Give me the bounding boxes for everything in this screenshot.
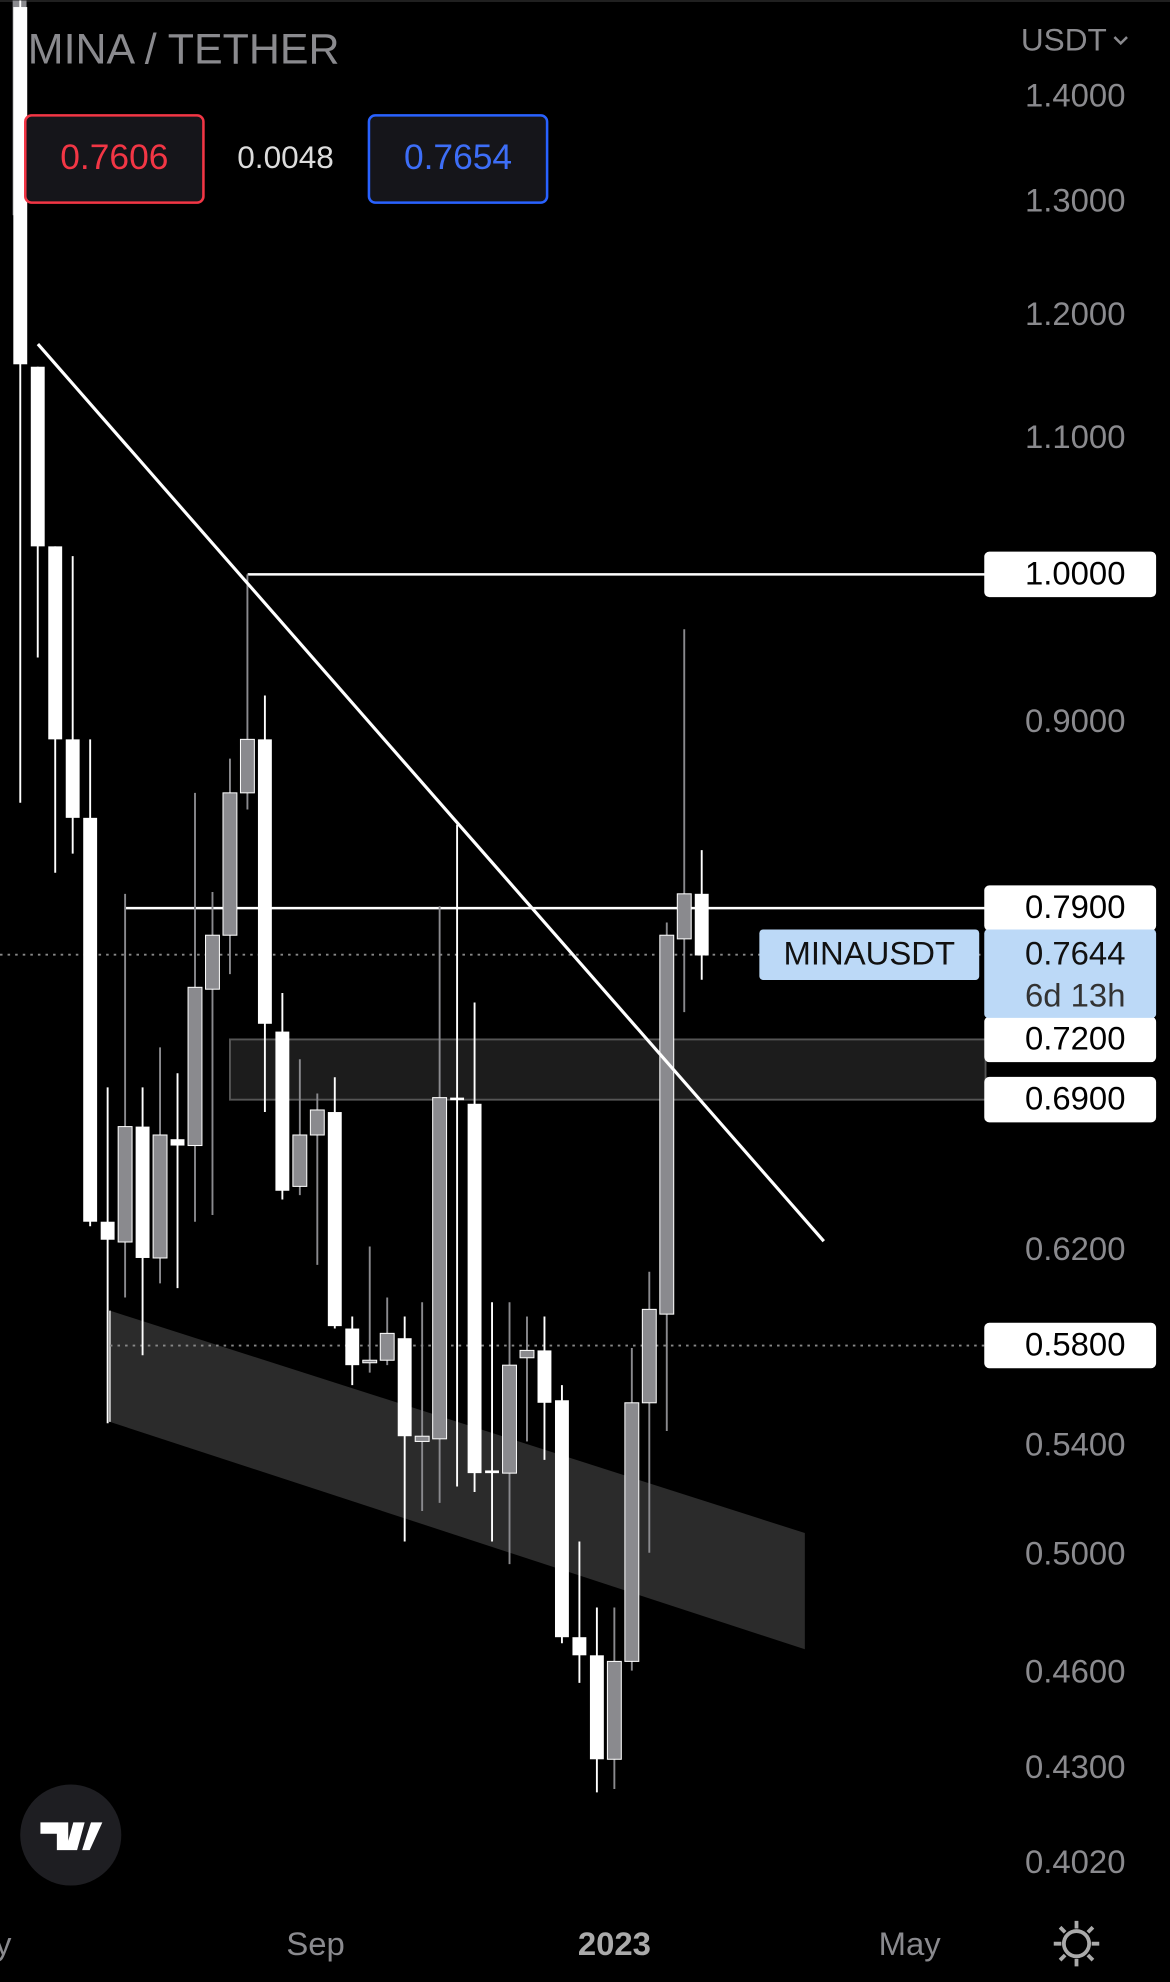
candle-body — [606, 1660, 622, 1760]
candle-body — [345, 1328, 360, 1366]
candle-body — [239, 738, 255, 794]
candle-body — [519, 1349, 535, 1359]
candle-body — [694, 893, 709, 956]
candle-body — [659, 934, 675, 1315]
y-tick-label: 0.6200 — [1025, 1230, 1125, 1267]
candle-body — [100, 1221, 115, 1240]
candle-body — [502, 1364, 517, 1474]
countdown: 6d 13h — [1025, 976, 1125, 1013]
y-tick-label: 1.2000 — [1025, 295, 1125, 332]
level-label: 0.6900 — [1025, 1080, 1125, 1117]
level-label: 0.7200 — [1025, 1019, 1125, 1056]
symbol-box — [759, 929, 980, 980]
currency[interactable]: USDT — [1021, 21, 1107, 57]
candle-body — [362, 1359, 378, 1364]
level-label: 0.5800 — [1025, 1325, 1125, 1362]
level-label-box — [984, 885, 1157, 931]
candle-body — [537, 1350, 552, 1403]
zone — [229, 1038, 987, 1101]
candle-body — [13, 7, 28, 365]
candle-body — [589, 1655, 604, 1760]
x-tick-label: May — [879, 1925, 942, 1962]
candle-body — [450, 1097, 465, 1101]
logo-mark — [40, 1822, 103, 1851]
y-tick-label: 0.9000 — [1025, 702, 1125, 739]
level-label-box — [984, 551, 1157, 598]
candle-body — [152, 1134, 168, 1259]
candle-body — [641, 1308, 657, 1404]
candle-body — [187, 986, 203, 1147]
price-box — [984, 929, 1157, 1018]
spread: 0.0048 — [237, 139, 334, 175]
candle-body — [275, 1031, 290, 1191]
candle-body — [379, 1332, 395, 1361]
currency-chevron[interactable] — [1113, 36, 1128, 46]
candle-body — [554, 1400, 569, 1638]
level-label: 0.7900 — [1025, 888, 1125, 925]
candle-body — [117, 1126, 133, 1243]
candle-body — [222, 792, 238, 936]
candle-body — [83, 817, 98, 1222]
candle-body — [485, 1470, 499, 1474]
candle-body — [292, 1134, 308, 1187]
trend-line — [36, 343, 825, 1243]
y-tick-label: 1.4000 — [1025, 77, 1125, 114]
y-tick-label: 0.4600 — [1025, 1652, 1125, 1689]
level-label-box — [984, 1322, 1157, 1369]
settings-icon[interactable] — [1053, 1920, 1100, 1967]
bid-box[interactable] — [24, 114, 205, 204]
candle-body — [257, 739, 272, 1024]
labels: 1.4000 1.3000 1.2000 1.1000 0.9000 0.6200 0.54… — [0, 77, 1157, 1962]
candle-body — [135, 1126, 150, 1258]
level-label-box — [984, 1016, 1157, 1063]
zones — [0, 573, 987, 1347]
ask-price: 0.7654 — [404, 138, 512, 177]
candle-body — [327, 1112, 342, 1327]
candle-body — [572, 1637, 587, 1656]
x-tick-label: Sep — [286, 1925, 344, 1962]
ask-box[interactable] — [367, 114, 549, 204]
y-tick-label: 0.4020 — [1025, 1843, 1125, 1880]
level-label-box — [984, 1076, 1157, 1123]
symbol-label: MINAUSDT — [784, 935, 956, 972]
y-tick-label: 1.1000 — [1025, 418, 1125, 455]
candle-body — [170, 1139, 185, 1146]
candle-body — [414, 1435, 430, 1442]
y-tick-label: 1.3000 — [1025, 182, 1125, 219]
candle-body — [397, 1338, 412, 1437]
candle-body — [30, 366, 45, 547]
candle-body — [624, 1402, 640, 1662]
candles — [13, 0, 709, 1793]
candle-body — [432, 1097, 448, 1440]
candle-body — [467, 1103, 482, 1474]
bid-price: 0.7606 — [60, 138, 168, 177]
level-label: 1.0000 — [1025, 554, 1125, 591]
y-tick-label: 0.5400 — [1025, 1425, 1125, 1462]
candle-body — [676, 893, 692, 940]
x-tick-label: 2023 — [578, 1925, 651, 1962]
candle-body — [65, 739, 80, 818]
candle-body — [309, 1109, 325, 1136]
x-tick-label: ay — [0, 1925, 12, 1962]
candle-body — [205, 934, 220, 990]
candle-body — [48, 546, 63, 740]
y-tick-label: 0.5000 — [1025, 1534, 1125, 1571]
y-tick-label: 0.4300 — [1025, 1748, 1125, 1785]
chart-title: MINA / TETHER — [28, 26, 340, 74]
last-price: 0.7644 — [1025, 935, 1125, 972]
